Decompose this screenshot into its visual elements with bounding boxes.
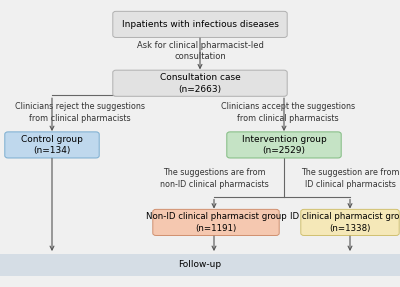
FancyBboxPatch shape [153,210,279,235]
Text: Clinicians accept the suggestions
from clinical pharmacists: Clinicians accept the suggestions from c… [221,102,355,123]
Text: Ask for clinical pharmacist-led
consultation: Ask for clinical pharmacist-led consulta… [136,41,264,61]
Text: Intervention group
(n=2529): Intervention group (n=2529) [242,135,326,155]
Text: Follow-up: Follow-up [178,260,222,269]
FancyBboxPatch shape [5,132,99,158]
Text: ID clinical pharmacist group
(n=1338): ID clinical pharmacist group (n=1338) [290,212,400,233]
FancyBboxPatch shape [0,254,400,276]
FancyBboxPatch shape [113,70,287,96]
Text: Inpatients with infectious diseases: Inpatients with infectious diseases [122,20,278,29]
Text: Clinicians reject the suggestions
from clinical pharmacists: Clinicians reject the suggestions from c… [15,102,145,123]
FancyBboxPatch shape [301,210,399,235]
Text: Consultation case
(n=2663): Consultation case (n=2663) [160,73,240,94]
Text: The suggestion are from
ID clinical pharmacists: The suggestion are from ID clinical phar… [301,168,399,189]
FancyBboxPatch shape [113,11,287,37]
Text: The suggestions are from
non-ID clinical pharmacists: The suggestions are from non-ID clinical… [160,168,268,189]
Text: Non-ID clinical pharmacist group
(n=1191): Non-ID clinical pharmacist group (n=1191… [146,212,286,233]
Text: Control group
(n=134): Control group (n=134) [21,135,83,155]
FancyBboxPatch shape [227,132,341,158]
